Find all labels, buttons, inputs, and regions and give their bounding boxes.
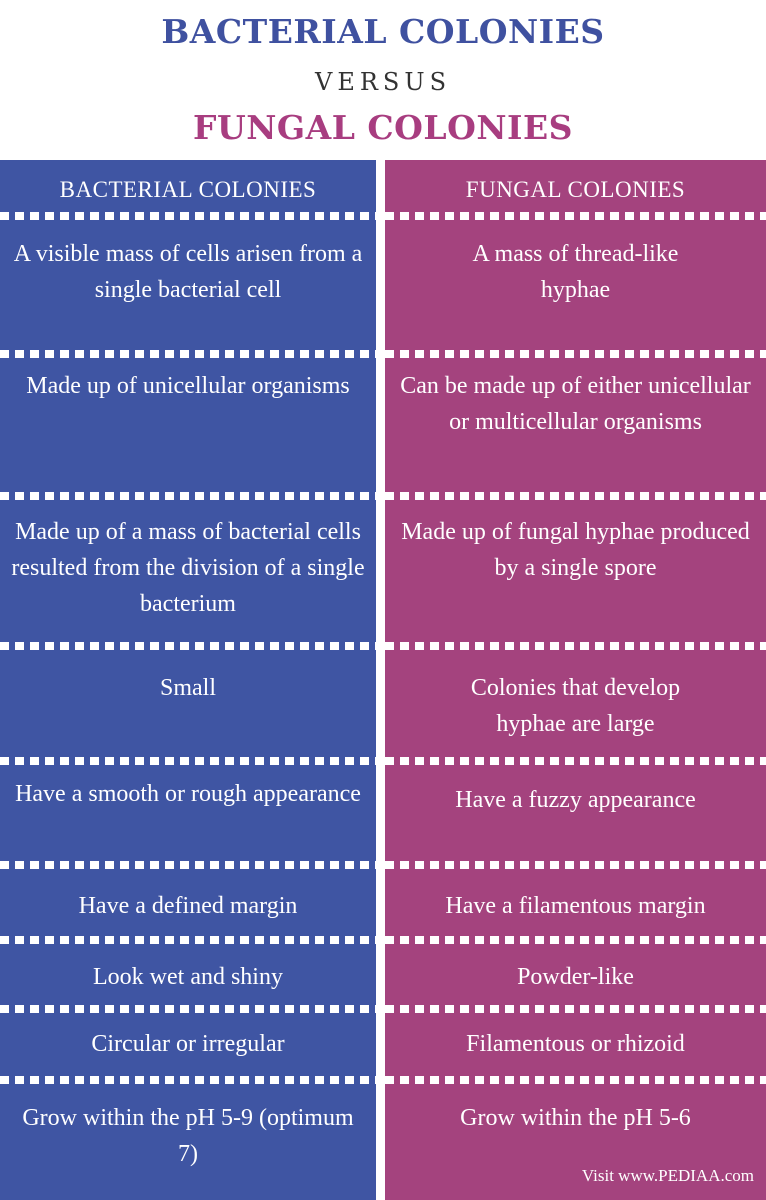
row-divider [0, 212, 376, 220]
fungal-row-9: Grow within the pH 5-6 [460, 1105, 691, 1131]
fungal-row-5: Have a fuzzy appearance [455, 787, 696, 813]
fungal-column: FUNGAL COLONIES A mass of thread-like hy… [385, 160, 766, 1200]
bacterial-row-6: Have a defined margin [78, 893, 298, 919]
bacterial-row-3: Made up of a mass of bacterial cells res… [11, 519, 365, 617]
row-divider [385, 936, 766, 944]
bacterial-row-1: A visible mass of cells arisen from a si… [13, 241, 363, 303]
row-divider [385, 757, 766, 765]
fungal-row-4: Colonies that develop hyphae are large [470, 675, 681, 737]
row-divider [0, 936, 376, 944]
row-divider [0, 1005, 376, 1013]
row-divider [0, 757, 376, 765]
fungal-row-2: Can be made up of either unicellular or … [400, 373, 751, 435]
bacterial-row-8: Circular or irregular [91, 1031, 285, 1057]
fungal-row-1: A mass of thread-like hyphae [472, 241, 679, 303]
fungal-row-7: Powder-like [517, 964, 634, 990]
bacterial-row-5: Have a smooth or rough appearance [15, 781, 361, 807]
bacterial-column: BACTERIAL COLONIES A visible mass of cel… [0, 160, 376, 1200]
title-versus: VERSUS [314, 68, 452, 96]
fungal-row-3: Made up of fungal hyphae produced by a s… [401, 519, 750, 581]
row-divider [385, 1005, 766, 1013]
bacterial-row-4: Small [159, 675, 216, 701]
title-bacterial: BACTERIAL COLONIES [161, 12, 605, 51]
bacterial-row-9: Grow within the pH 5-9 (optimum 7) [22, 1105, 354, 1167]
row-divider [0, 642, 376, 650]
header: BACTERIAL COLONIES VERSUS FUNGAL COLONIE… [0, 0, 766, 160]
row-divider [0, 350, 376, 358]
row-divider [385, 212, 766, 220]
bacterial-row-7: Look wet and shiny [93, 964, 283, 990]
row-divider [385, 1076, 766, 1084]
row-divider [0, 861, 376, 869]
fungal-row-6: Have a filamentous margin [445, 893, 706, 919]
row-divider [385, 350, 766, 358]
row-divider [385, 492, 766, 500]
fungal-column-header: FUNGAL COLONIES [465, 177, 686, 202]
row-divider [0, 492, 376, 500]
source-credit: Visit www.PEDIAA.com [581, 1166, 754, 1185]
row-divider [0, 1076, 376, 1084]
bacterial-row-2: Made up of unicellular organisms [26, 373, 350, 399]
bacterial-column-header: BACTERIAL COLONIES [59, 177, 317, 202]
row-divider [385, 861, 766, 869]
row-divider [385, 642, 766, 650]
title-fungal: FUNGAL COLONIES [193, 108, 573, 147]
fungal-row-8: Filamentous or rhizoid [466, 1031, 685, 1057]
